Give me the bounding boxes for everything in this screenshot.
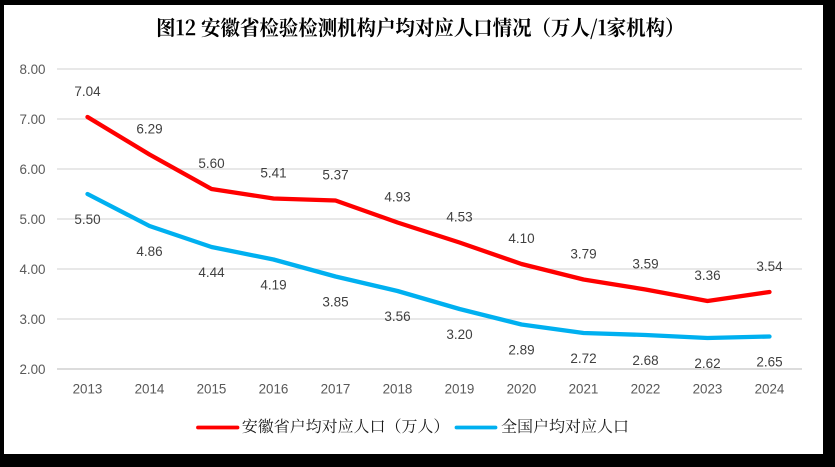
svg-text:5.50: 5.50 <box>74 212 100 227</box>
svg-text:2.62: 2.62 <box>694 356 720 371</box>
svg-text:3.79: 3.79 <box>570 247 596 262</box>
svg-text:5.41: 5.41 <box>260 166 286 181</box>
svg-text:2.00: 2.00 <box>19 362 45 377</box>
svg-text:2.65: 2.65 <box>756 355 782 370</box>
svg-text:2013: 2013 <box>73 382 103 397</box>
svg-text:4.19: 4.19 <box>260 278 286 293</box>
svg-text:2020: 2020 <box>507 382 537 397</box>
svg-text:3.54: 3.54 <box>756 259 783 274</box>
svg-text:2023: 2023 <box>693 382 723 397</box>
svg-text:3.36: 3.36 <box>694 268 720 283</box>
svg-text:8.00: 8.00 <box>19 62 45 77</box>
svg-text:4.00: 4.00 <box>19 262 45 277</box>
svg-text:5.60: 5.60 <box>198 156 224 171</box>
svg-text:7.00: 7.00 <box>19 112 45 127</box>
svg-text:3.56: 3.56 <box>384 309 410 324</box>
svg-text:3.59: 3.59 <box>632 257 658 272</box>
svg-text:3.20: 3.20 <box>446 327 472 342</box>
svg-text:2015: 2015 <box>197 382 227 397</box>
svg-text:2022: 2022 <box>631 382 661 397</box>
svg-text:2.89: 2.89 <box>508 343 534 358</box>
svg-text:4.53: 4.53 <box>446 210 472 225</box>
svg-text:4.44: 4.44 <box>198 265 225 280</box>
svg-text:6.29: 6.29 <box>136 122 162 137</box>
svg-text:2018: 2018 <box>383 382 413 397</box>
svg-text:2024: 2024 <box>755 382 785 397</box>
svg-text:4.86: 4.86 <box>136 244 162 259</box>
svg-text:4.93: 4.93 <box>384 190 410 205</box>
svg-text:5.00: 5.00 <box>19 212 45 227</box>
svg-text:4.10: 4.10 <box>508 231 534 246</box>
svg-text:7.04: 7.04 <box>74 84 101 99</box>
svg-text:2.68: 2.68 <box>632 353 658 368</box>
svg-text:5.37: 5.37 <box>322 168 348 183</box>
svg-text:2016: 2016 <box>259 382 289 397</box>
svg-text:2021: 2021 <box>569 382 599 397</box>
svg-text:2017: 2017 <box>321 382 351 397</box>
svg-text:2019: 2019 <box>445 382 475 397</box>
svg-text:3.00: 3.00 <box>19 312 45 327</box>
svg-text:3.85: 3.85 <box>322 295 348 310</box>
svg-text:2014: 2014 <box>135 382 165 397</box>
svg-text:6.00: 6.00 <box>19 162 45 177</box>
svg-text:2.72: 2.72 <box>570 351 596 366</box>
